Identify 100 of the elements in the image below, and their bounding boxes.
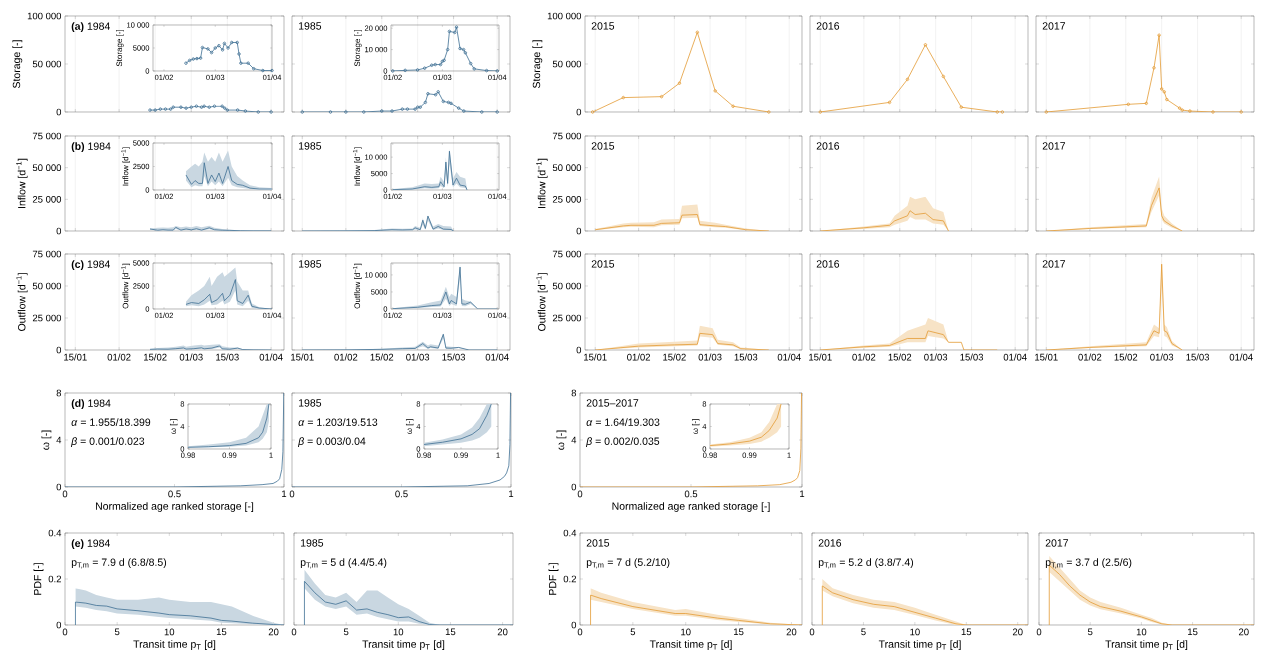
x-tick-label: 0 [62, 628, 68, 636]
x-tick-label: 0 [809, 628, 815, 636]
x-tick-label: 0 [289, 490, 295, 498]
y-axis-title: ω [-] [41, 430, 52, 450]
x-tick-label: 10 [164, 628, 175, 636]
y-tick-label: 0.4 [48, 529, 62, 537]
chart-title: 2017 [1042, 260, 1066, 268]
chart-title: 2015 [586, 539, 610, 547]
y-tick-label: 25 000 [552, 314, 582, 322]
annotation: α = 1.955/18.399 [71, 418, 151, 426]
y-tick-label: 75 000 [32, 132, 62, 140]
y-tick-label: 25 000 [32, 195, 62, 203]
annotation: p$_{T,m}$ = 5 d (4.4/5.4) [300, 558, 387, 569]
x-tick-label: 1 [509, 490, 514, 498]
x-axis-title: Normalized age ranked storage [-] [612, 502, 770, 512]
y-tick-label: 100 000 [547, 12, 582, 20]
y-tick-label: 0 [576, 108, 582, 116]
y-tick-label: 0 [56, 483, 62, 491]
chart-title: 2017 [1042, 22, 1066, 30]
x-tick-label: 01/02 [852, 353, 876, 361]
x-tick-label: 0.5 [684, 490, 698, 498]
text: (e) 1984 [71, 539, 110, 549]
x-tick-label: 0 [1036, 628, 1042, 636]
y-tick-label: 0 [56, 346, 62, 354]
x-tick-label: 15/03 [216, 353, 239, 361]
x-tick-label: 01/02 [627, 353, 651, 361]
x-tick-label: 15/01 [291, 353, 314, 361]
text: (b) 1984 [71, 142, 111, 152]
chart-title: 2015 [591, 142, 615, 150]
x-tick-label: 20 [268, 628, 279, 636]
x-tick-label: 15 [734, 628, 744, 636]
y-tick-label: 0 [56, 227, 62, 235]
y-axis-title: PDF [-] [33, 563, 44, 595]
x-tick-label: 15/03 [1186, 353, 1210, 361]
y-tick-label: 50 000 [32, 282, 62, 290]
chart-title: 1985 [299, 399, 322, 407]
x-tick-label: 20 [1238, 628, 1249, 636]
x-tick-label: 01/03 [698, 353, 722, 361]
chart-title: 1985 [299, 142, 322, 150]
y-tick-label: 50 000 [32, 164, 62, 172]
x-tick-label: 15/01 [1035, 353, 1058, 361]
x-tick-label: 01/04 [1003, 353, 1027, 361]
x-tick-label: 5 [343, 628, 349, 636]
x-tick-label: 0.5 [168, 490, 181, 498]
chart-title: 2015–2017 [586, 399, 639, 407]
y-axis-title: PDF [-] [548, 563, 559, 595]
x-axis-title: Transit time p$_{T}$ [d] [878, 640, 961, 650]
chart-title: 2016 [816, 260, 840, 268]
chart-title: 2017 [1045, 539, 1069, 547]
x-tick-label: 20 [786, 628, 797, 636]
annotation: p$_{T,m}$ = 7.9 d (6.8/8.5) [71, 558, 167, 569]
x-tick-label: 01/03 [1150, 353, 1174, 361]
x-tick-label: 10 [910, 628, 920, 636]
y-axis-title: Inflow [d$^{−1}$] [536, 158, 548, 208]
x-tick-label: 15 [961, 628, 972, 636]
y-tick-label: 25 000 [552, 195, 582, 203]
chart-title: 2015 [591, 260, 615, 268]
chart-title: 2016 [818, 539, 842, 547]
annotation: p$_{T,m}$ = 7 d (5.2/10) [586, 558, 670, 569]
x-tick-label: 01/03 [179, 353, 203, 361]
y-tick-label: 0.4 [563, 529, 577, 537]
chart-title: 2016 [816, 142, 840, 150]
x-tick-label: 01/04 [485, 353, 509, 361]
text: (a) 1984 [71, 22, 110, 32]
annotation: p$_{T,m}$ = 3.7 d (2.5/6) [1045, 558, 1132, 569]
y-tick-label: 0 [56, 108, 62, 116]
y-tick-label: 50 000 [552, 282, 582, 290]
y-tick-label: 0.2 [48, 575, 61, 583]
x-tick-label: 01/02 [334, 353, 358, 361]
x-tick-label: 15/02 [144, 353, 167, 361]
x-axis-title: Transit time p$_{T}$ [d] [1105, 640, 1188, 650]
chart-title: 2017 [1042, 142, 1066, 150]
y-tick-label: 0 [571, 483, 577, 491]
y-tick-label: 0 [56, 621, 62, 629]
x-tick-label: 0.5 [395, 490, 408, 498]
x-tick-label: 0 [62, 490, 68, 498]
y-tick-label: 0.2 [563, 575, 576, 583]
y-axis-title: ω [-] [556, 430, 567, 450]
y-axis-title: Outflow [d$^{−1}$] [536, 273, 548, 332]
x-tick-label: 15/02 [1114, 353, 1138, 361]
annotation: β = 0.001/0.023 [70, 437, 145, 447]
y-tick-label: 75 000 [32, 250, 62, 258]
x-tick-label: 15 [1188, 628, 1198, 636]
x-tick-label: 15/01 [584, 353, 607, 361]
x-tick-label: 1 [282, 490, 287, 498]
x-tick-label: 15/03 [960, 353, 984, 361]
x-axis-title: Transit time p$_{T}$ [d] [133, 640, 216, 650]
x-tick-label: 15/01 [64, 353, 87, 361]
x-tick-label: 10 [1136, 628, 1147, 636]
text: (d) 1984 [71, 399, 111, 409]
x-tick-label: 15 [216, 628, 227, 636]
y-tick-label: 50 000 [552, 60, 582, 68]
y-axis-title: Outflow [d$^{−1}$] [16, 273, 28, 332]
x-axis-title: Transit time p$_{T}$ [d] [362, 640, 445, 650]
x-tick-label: 5 [861, 628, 866, 636]
y-tick-label: 75 000 [552, 250, 582, 258]
x-tick-label: 5 [630, 628, 636, 636]
y-axis-title: Storage [-] [12, 40, 23, 89]
annotation: β = 0.003/0.04 [297, 437, 366, 447]
annotation: α = 1.203/19.513 [298, 418, 378, 426]
